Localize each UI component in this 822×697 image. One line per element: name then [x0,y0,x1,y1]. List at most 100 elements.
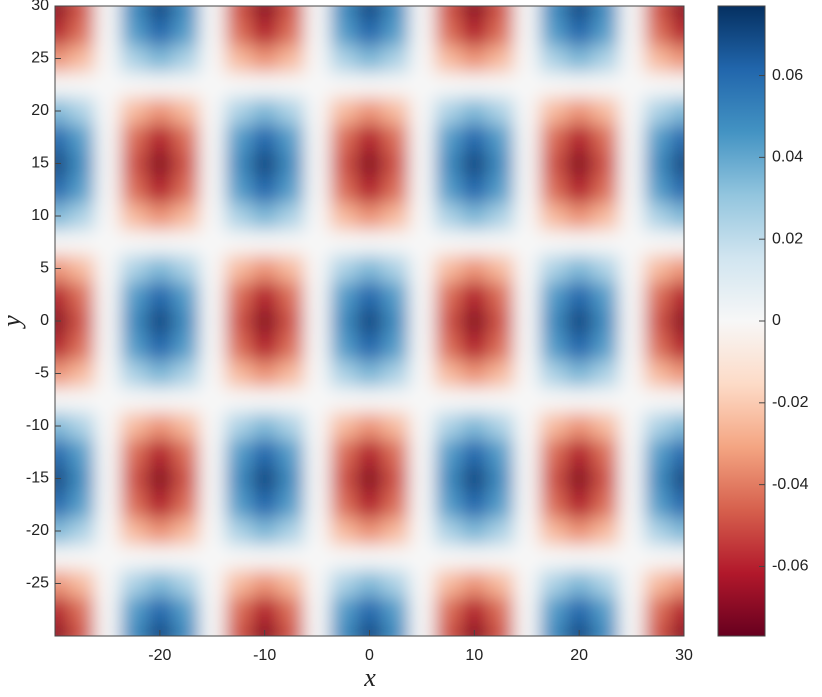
heatmap-cell [356,97,384,125]
heatmap-cell [670,281,684,309]
heatmap-cell [461,491,488,519]
heatmap-cell [251,544,279,571]
y-tick-label: -15 [26,470,49,487]
heatmap-cell [566,439,593,466]
heatmap-cell [172,517,200,545]
heatmap-cell [172,622,200,636]
heatmap-cell [408,71,436,99]
x-tick-label: -10 [253,647,276,664]
heatmap-cell [461,229,488,256]
heatmap-cell [435,334,462,361]
heatmap-cell [251,71,279,99]
heatmap-cell [382,491,410,519]
heatmap-cell [382,334,410,361]
heatmap-cell [277,71,305,99]
heatmap-cell [68,570,95,598]
heatmap-cell [55,124,69,151]
heatmap-cell [670,386,684,414]
heatmap-cell [303,307,331,335]
heatmap-cell [461,71,488,99]
heatmap-cell [172,491,200,519]
heatmap-cell [303,334,331,361]
heatmap-cell [670,622,684,636]
heatmap-cell [566,491,593,519]
heatmap-cell [277,622,305,636]
heatmap-cell [120,412,148,440]
heatmap-cell [120,281,148,309]
heatmap-cell [670,19,684,46]
heatmap-cell [382,622,410,636]
heatmap-cell [513,124,541,151]
heatmap-cell [382,71,410,99]
heatmap-cell [68,360,95,388]
heatmap-cell [55,334,69,361]
heatmap-cell [356,19,384,46]
heatmap-cell [539,97,567,125]
heatmap-cell [408,97,436,125]
colorbar-tick-label: 0.02 [772,230,803,247]
heatmap-cell [330,570,357,598]
heatmap-cell [487,596,515,624]
heatmap-cell [670,202,684,230]
heatmap-cell [435,281,462,309]
heatmap-cell [172,97,200,125]
colorbar-tick-label: 0.06 [772,67,803,84]
heatmap-cell [618,176,646,204]
heatmap-cell [55,596,69,624]
heatmap-cell [146,176,174,204]
heatmap-cell [356,570,384,598]
heatmap-cell [199,491,226,519]
heatmap-cell [618,517,646,545]
heatmap-cell [146,45,174,73]
heatmap-cell [408,6,436,20]
heatmap-cell [172,229,200,256]
heatmap-cell [592,45,619,73]
heatmap-cell [120,71,148,99]
heatmap-cell [644,465,672,493]
heatmap-cell [644,229,672,256]
heatmap-cell [68,386,95,414]
heatmap-cell [68,19,95,46]
heatmap-cell [461,6,488,20]
heatmap-cell [55,19,69,46]
heatmap-cell [644,176,672,204]
heatmap-cell [382,124,410,151]
heatmap-cell [251,360,279,388]
heatmap-cell [146,97,174,125]
x-tick-label: 20 [570,647,588,664]
heatmap-cell [566,544,593,571]
heatmap-cell [356,202,384,230]
heatmap-cell [251,412,279,440]
heatmap-cell [408,544,436,571]
heatmap-cell [644,439,672,466]
heatmap-cell [670,334,684,361]
heatmap-cell [356,412,384,440]
heatmap-cell [487,386,515,414]
heatmap-cell [356,596,384,624]
heatmap-cell [644,412,672,440]
heatmap-cell [644,307,672,335]
heatmap-cell [618,45,646,73]
heatmap-cell [146,6,174,20]
heatmap-cell [461,360,488,388]
heatmap-cell [55,491,69,519]
heatmap-cell [566,255,593,283]
heatmap-cell [487,517,515,545]
heatmap-cell [251,97,279,125]
heatmap-cell [670,150,684,178]
heatmap-cell [94,6,122,20]
heatmap-cell [120,255,148,283]
heatmap-cell [618,97,646,125]
heatmap-cell [592,281,619,309]
heatmap-cell [618,439,646,466]
heatmap-cell [487,255,515,283]
heatmap-cell [146,360,174,388]
heatmap-cell [592,255,619,283]
heatmap-cell [592,229,619,256]
heatmap-cell [277,439,305,466]
heatmap-cell [539,517,567,545]
heatmap-cell [487,439,515,466]
heatmap-cell [225,517,253,545]
heatmap-cell [330,334,357,361]
heatmap-cell [592,176,619,204]
